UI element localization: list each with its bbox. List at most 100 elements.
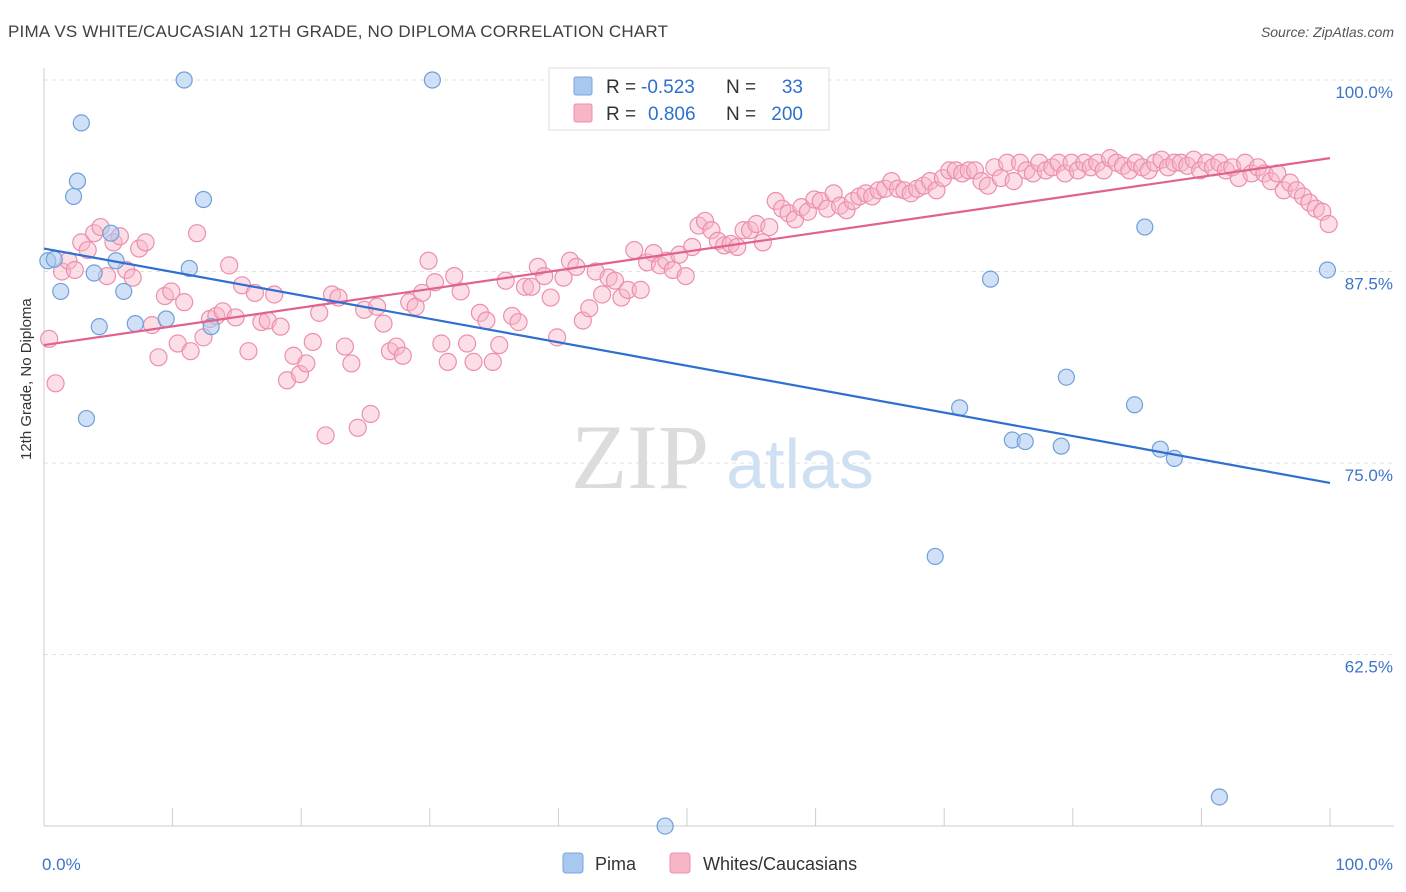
- whites-point: [316, 426, 335, 445]
- whites-point: [162, 282, 181, 301]
- whites-point: [220, 256, 239, 275]
- pima-point: [202, 318, 220, 336]
- whites-point: [618, 280, 637, 299]
- pima-point: [68, 172, 87, 190]
- legend-whites-label: Whites/Caucasians: [703, 854, 857, 874]
- pima-point: [981, 270, 1000, 288]
- whites-point: [509, 312, 528, 332]
- legend-pima-swatch: [562, 852, 584, 874]
- stats-legend: R = -0.523 N = 33 R = 0.806 N = 200: [548, 67, 830, 131]
- whites-point: [149, 348, 168, 367]
- pima-point: [423, 71, 441, 89]
- whites-point: [361, 404, 380, 424]
- pima-point: [1016, 432, 1034, 451]
- source-label: Source: ZipAtlas.com: [1260, 24, 1394, 40]
- x-tick-label: 0.0%: [42, 855, 81, 874]
- pima-swatch: [573, 76, 593, 96]
- whites-point: [432, 334, 451, 353]
- whites-point: [728, 237, 747, 257]
- whites-point: [303, 332, 322, 352]
- whites-point: [65, 260, 84, 280]
- whites-r-value: 0.806: [648, 104, 696, 125]
- pima-point: [64, 187, 83, 206]
- whites-point: [1049, 153, 1068, 172]
- pima-point: [175, 71, 193, 89]
- pima-r-label: R =: [606, 77, 636, 98]
- pima-point: [52, 282, 70, 301]
- whites-point: [695, 211, 715, 231]
- whites-point: [367, 297, 387, 316]
- y-tick-label: 62.5%: [1345, 658, 1393, 677]
- legend-pima-label: Pima: [595, 854, 637, 874]
- pima-point: [115, 282, 133, 301]
- whites-point: [78, 240, 97, 260]
- whites-point: [297, 354, 316, 373]
- whites-r-label: R =: [606, 104, 636, 125]
- whites-point: [1004, 172, 1023, 191]
- pima-n-label: N =: [726, 77, 756, 98]
- pima-n-value: 33: [782, 77, 803, 98]
- whites-point: [528, 257, 547, 277]
- pima-point: [90, 318, 108, 336]
- pima-trend-line: [43, 247, 1331, 484]
- y-tick-label: 75.0%: [1345, 466, 1393, 485]
- whites-point: [290, 365, 310, 384]
- whites-point: [155, 286, 174, 306]
- whites-point: [1319, 214, 1338, 234]
- whites-point: [869, 181, 888, 200]
- whites-point: [271, 317, 290, 336]
- series-pima-points: [39, 71, 1337, 835]
- whites-point: [541, 288, 560, 307]
- watermark-atlas: atlas: [726, 425, 874, 503]
- pima-point: [1052, 437, 1070, 455]
- whites-point: [477, 311, 496, 330]
- whites-point: [348, 418, 367, 437]
- pima-point: [1136, 218, 1154, 236]
- pima-point: [180, 259, 198, 278]
- whites-point: [464, 352, 483, 371]
- pima-point: [194, 190, 213, 209]
- whites-point: [580, 299, 599, 318]
- pima-point: [1125, 396, 1144, 414]
- whites-n-value: 200: [771, 104, 803, 125]
- whites-point: [419, 251, 438, 270]
- pima-point: [77, 409, 96, 428]
- whites-point: [535, 266, 554, 286]
- whites-point: [123, 268, 142, 287]
- whites-point: [773, 199, 792, 218]
- whites-point: [239, 342, 258, 361]
- bottom-legend: Pima Whites/Caucasians: [562, 852, 857, 874]
- whites-point: [425, 273, 445, 292]
- pima-point: [72, 114, 90, 132]
- watermark: ZIP atlas: [571, 406, 874, 508]
- whites-trend-line: [43, 157, 1331, 347]
- x-tick-labels: 0.0% 100.0%: [42, 855, 1393, 874]
- watermark-zip: ZIP: [571, 406, 709, 508]
- trend-lines: [43, 157, 1331, 484]
- whites-point: [998, 153, 1017, 172]
- whites-point: [515, 277, 535, 296]
- whites-point: [400, 293, 419, 312]
- whites-point: [605, 271, 625, 290]
- whites-point: [438, 352, 457, 371]
- whites-point: [445, 266, 464, 286]
- whites-point: [496, 271, 515, 290]
- whites-point: [965, 161, 985, 180]
- whites-n-label: N =: [726, 104, 756, 125]
- whites-point: [625, 240, 644, 260]
- page-title: PIMA VS WHITE/CAUCASIAN 12TH GRADE, NO D…: [8, 22, 669, 41]
- whites-point: [181, 342, 200, 361]
- whites-point: [760, 217, 779, 237]
- whites-point: [1075, 153, 1094, 172]
- pima-point: [85, 264, 103, 282]
- pima-point: [126, 314, 144, 333]
- whites-point: [457, 334, 477, 353]
- pima-r-value: -0.523: [641, 77, 695, 98]
- pima-point: [102, 224, 120, 242]
- whites-point: [451, 282, 470, 301]
- pima-point: [45, 250, 63, 268]
- y-tick-labels: 62.5% 75.0% 87.5% 100.0%: [1335, 83, 1393, 677]
- y-axis-label: 12th Grade, No Diploma: [18, 298, 35, 460]
- whites-point: [374, 314, 393, 333]
